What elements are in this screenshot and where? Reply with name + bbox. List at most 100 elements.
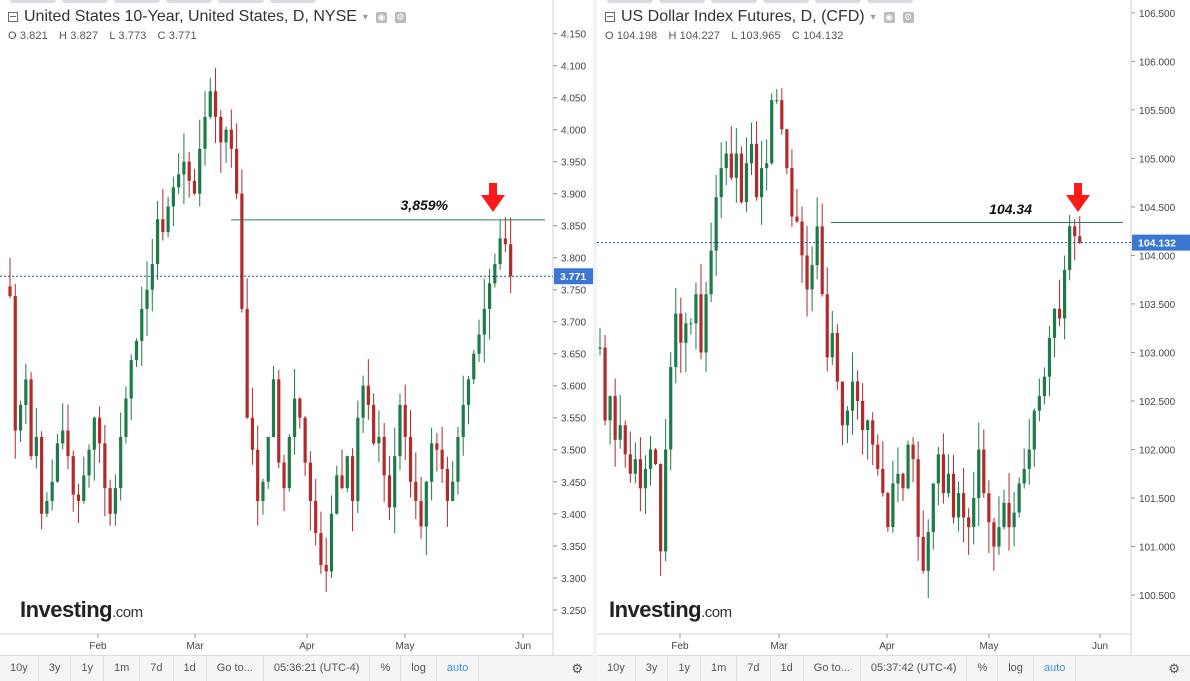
eye-icon[interactable]: ◉ [883, 11, 895, 23]
range-7d-button[interactable]: 7d [737, 656, 771, 681]
candle [366, 359, 370, 420]
range-7d-button[interactable]: 7d [140, 656, 174, 681]
candle-body [76, 494, 81, 501]
candle [598, 328, 602, 356]
candle-body [424, 481, 428, 527]
chart-panel-dxy[interactable]: 106.500 106.000 105.500 105.000 104.500 104.0… [597, 0, 1190, 681]
collapse-icon[interactable] [605, 12, 615, 22]
candle-body [674, 313, 678, 368]
y-tick-label: 4.100 [561, 62, 586, 73]
range-1y-button[interactable]: 1y [668, 656, 701, 681]
us10y-candlestick-chart[interactable]: 4.150 4.100 4.050 4.000 3.950 3.900 3.850 3.800… [0, 0, 593, 656]
candle-body [303, 417, 307, 463]
candle-body [382, 436, 386, 476]
candle [82, 456, 86, 504]
candle-body [324, 564, 328, 572]
candle [648, 436, 653, 486]
candle-body [734, 153, 738, 178]
candle-body [1037, 396, 1041, 411]
candle [414, 452, 418, 520]
candle-body [503, 238, 507, 245]
candle-body [87, 449, 91, 476]
range-1d-button[interactable]: 1d [771, 656, 804, 681]
range-1d-button[interactable]: 1d [174, 656, 207, 681]
candle [461, 375, 465, 456]
candle [308, 451, 312, 531]
candle-body [466, 379, 471, 405]
candle-body [830, 333, 834, 358]
candle-body [498, 238, 502, 265]
auto-toggle[interactable]: auto [1034, 656, 1077, 681]
candle-body [1017, 483, 1021, 513]
candle [1037, 378, 1041, 422]
log-toggle[interactable]: log [998, 656, 1034, 681]
gear-icon[interactable]: ⚙ [902, 11, 914, 23]
chart-panel-us10y[interactable]: 4.150 4.100 4.050 4.000 3.950 3.900 3.850 3.800… [0, 0, 593, 681]
candle-body [235, 148, 239, 194]
auto-toggle[interactable]: auto [437, 656, 480, 681]
candle [714, 174, 718, 277]
candle-body [192, 180, 197, 194]
candle [29, 372, 33, 460]
chart-title: US Dollar Index Futures, D, (CFD) [621, 8, 865, 25]
x-tick-label: May [396, 641, 415, 652]
candle [724, 140, 728, 186]
plot-area [0, 0, 553, 631]
candle [992, 517, 996, 571]
range-3y-button[interactable]: 3y [636, 656, 669, 681]
candle [967, 508, 971, 556]
candle-body [493, 264, 497, 284]
candle [674, 288, 678, 384]
candle [916, 441, 920, 561]
gear-icon[interactable]: ⚙ [394, 11, 406, 23]
candle [8, 257, 12, 299]
candle-body [45, 500, 49, 514]
log-toggle[interactable]: log [401, 656, 437, 681]
candles [598, 88, 1082, 599]
candle-body [770, 100, 774, 164]
candle [103, 424, 107, 517]
range-10y-button[interactable]: 10y [0, 656, 39, 681]
candle [92, 416, 96, 481]
goto-button[interactable]: Go to... [804, 656, 861, 681]
candle-body [749, 143, 754, 164]
percent-toggle[interactable]: % [967, 656, 999, 681]
candle [633, 442, 637, 484]
chevron-down-icon[interactable]: ▾ [870, 11, 876, 23]
candle-body [977, 449, 981, 499]
dxy-candlestick-chart[interactable]: 106.500 106.000 105.500 105.000 104.500 104.0… [597, 0, 1190, 656]
goto-button[interactable]: Go to... [207, 656, 264, 681]
range-1m-button[interactable]: 1m [104, 656, 141, 681]
close-value: 104.132 [803, 30, 844, 42]
candle [509, 217, 513, 294]
candle [1073, 219, 1077, 261]
x-tick-label: Jun [515, 641, 531, 652]
candle [876, 434, 880, 476]
candle-body [598, 347, 602, 349]
candle-body [113, 488, 117, 514]
candle-body [911, 444, 915, 460]
collapse-icon[interactable] [8, 12, 18, 22]
gear-icon[interactable]: ⚙ [1168, 661, 1180, 676]
candle [729, 125, 733, 181]
candle [71, 450, 75, 512]
range-1m-button[interactable]: 1m [701, 656, 738, 681]
eye-icon[interactable]: ◉ [375, 11, 387, 23]
y-tick-label: 106.500 [1139, 9, 1176, 20]
candle-body [664, 449, 668, 552]
y-tick-label: 3.750 [561, 286, 586, 297]
range-10y-button[interactable]: 10y [597, 656, 636, 681]
chevron-down-icon[interactable]: ▾ [362, 11, 368, 23]
candle [361, 375, 365, 433]
range-1y-button[interactable]: 1y [71, 656, 104, 681]
candle [213, 68, 218, 144]
candle-body [871, 420, 875, 445]
percent-toggle[interactable]: % [370, 656, 402, 681]
candle-body [825, 294, 829, 358]
gear-icon[interactable]: ⚙ [571, 661, 583, 676]
range-3y-button[interactable]: 3y [39, 656, 72, 681]
candle-body [198, 148, 202, 194]
candle-body [308, 462, 312, 501]
candle [926, 519, 930, 599]
y-tick-label: 103.000 [1139, 348, 1176, 359]
